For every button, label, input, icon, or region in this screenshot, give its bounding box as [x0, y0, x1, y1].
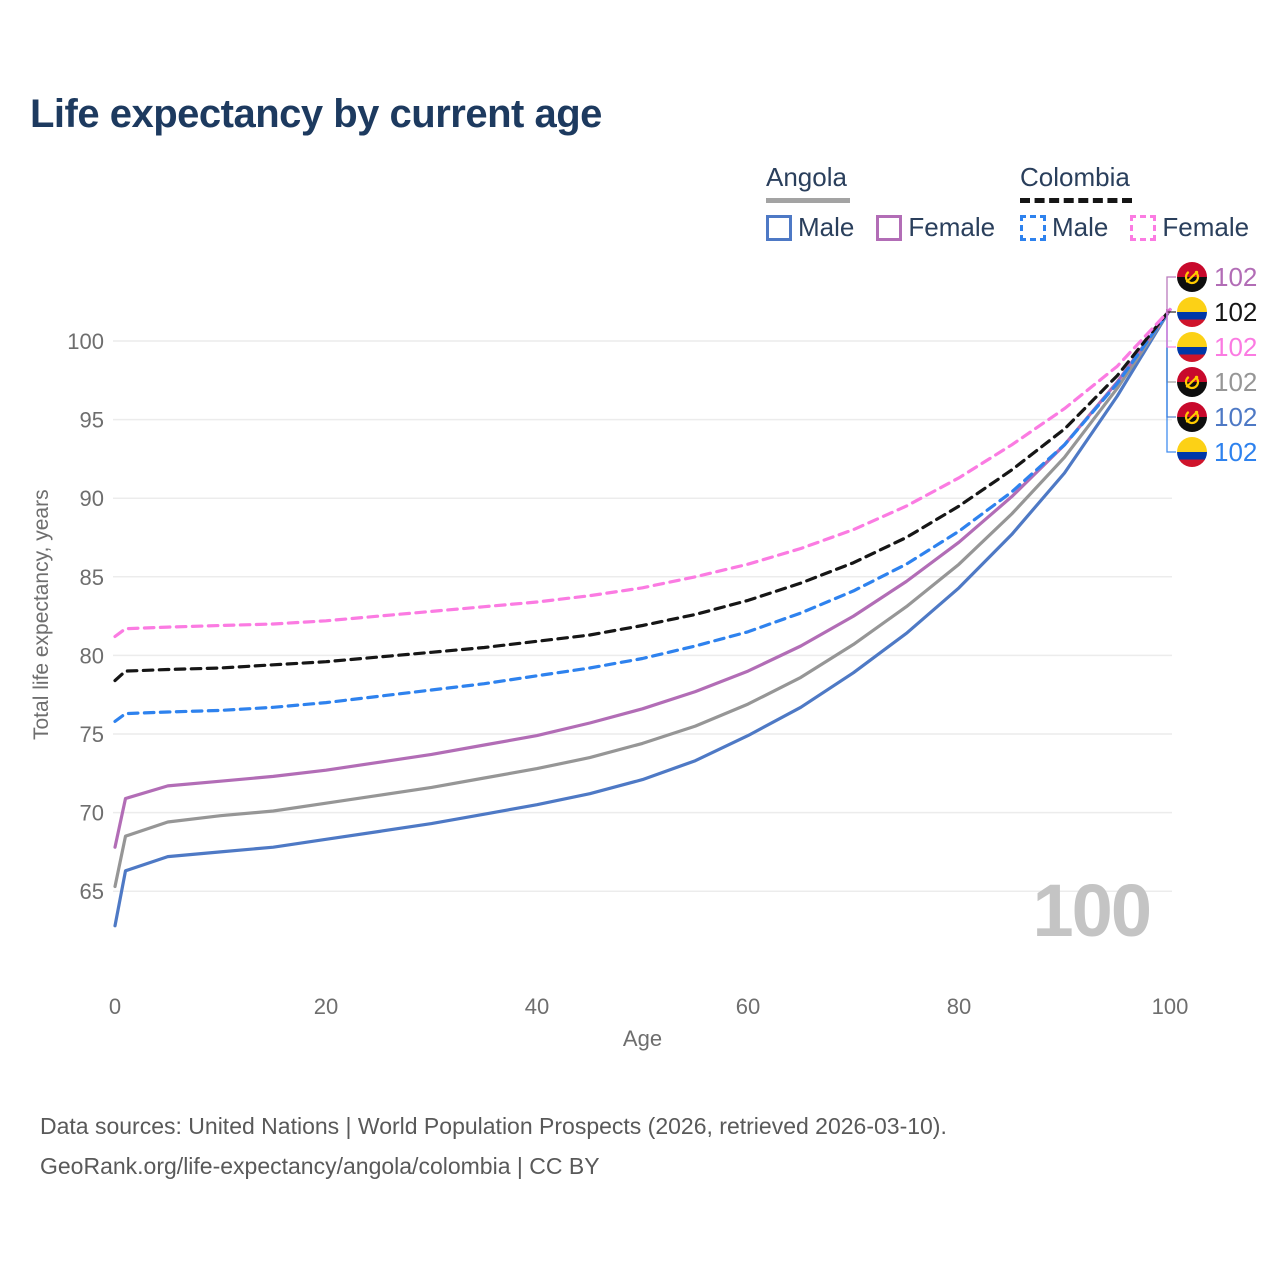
legend-header-angola[interactable]: Angola	[766, 162, 847, 192]
x-tick-label: 60	[736, 994, 760, 1019]
legend-item-label: Female	[908, 212, 996, 242]
footer: Data sources: United Nations | World Pop…	[40, 1106, 947, 1186]
x-tick-label: 100	[1152, 994, 1189, 1019]
series-line-angola	[113, 308, 1172, 889]
line-swatch-icon	[1020, 214, 1046, 241]
legend-items-angola: Male Female	[766, 212, 995, 243]
y-tick-label: 90	[80, 486, 104, 511]
y-tick-label: 100	[67, 329, 104, 354]
leader-line	[1166, 308, 1176, 418]
legend-items-colombia: Male Female	[1020, 212, 1249, 243]
leader-line	[1166, 276, 1176, 311]
legend-item-angola-male[interactable]: Male	[766, 212, 854, 243]
y-tick-label: 75	[80, 722, 104, 747]
colombia-flag-icon	[1177, 437, 1207, 467]
legend-item-colombia-male[interactable]: Male	[1020, 212, 1108, 243]
page-title: Life expectancy by current age	[30, 92, 602, 136]
x-tick-label: 80	[947, 994, 971, 1019]
legend-underline-angola	[766, 198, 850, 203]
angola-flag-icon	[1177, 367, 1207, 397]
y-axis-title: Total life expectancy, years	[30, 489, 53, 741]
leader-line	[1166, 308, 1176, 348]
x-axis-title: Age	[622, 1026, 663, 1051]
legend-item-label: Male	[1052, 212, 1109, 242]
y-tick-label: 80	[80, 643, 104, 668]
legend-header-colombia[interactable]: Colombia	[1020, 162, 1130, 192]
line-swatch-icon	[876, 214, 903, 241]
footer-attribution-link: GeoRank.org/life-expectancy/angola/colom…	[40, 1153, 600, 1179]
series-end-value-label: 102	[1214, 437, 1257, 467]
x-tick-label: 20	[314, 994, 338, 1019]
x-tick-label: 40	[525, 994, 549, 1019]
series-end-value-label: 102	[1214, 402, 1257, 432]
age-watermark: 100	[1032, 869, 1152, 952]
legend-item-colombia-female[interactable]: Female	[1130, 212, 1249, 243]
y-tick-label: 95	[80, 408, 104, 433]
colombia-flag-icon	[1177, 332, 1207, 362]
y-tick-label: 70	[80, 801, 104, 826]
y-tick-label: 65	[80, 879, 104, 904]
angola-flag-icon	[1177, 402, 1207, 432]
leader-line	[1166, 308, 1176, 383]
series-end-value-label: 102	[1214, 262, 1257, 292]
y-tick-label: 85	[80, 565, 104, 590]
legend-item-angola-female[interactable]: Female	[876, 212, 995, 243]
angola-flag-icon	[1177, 262, 1207, 292]
legend-group-colombia: Colombia Male Female	[1020, 162, 1249, 243]
series-end-value-label: 102	[1214, 297, 1257, 327]
x-tick-label: 0	[109, 994, 121, 1019]
series-end-value-label: 102	[1214, 332, 1257, 362]
line-swatch-icon	[1130, 214, 1157, 241]
series-line-angola-female	[113, 308, 1172, 849]
leader-line	[1166, 308, 1176, 453]
series-line-colombia-female	[113, 308, 1172, 639]
legend-item-label: Female	[1162, 212, 1250, 242]
series-end-value-label: 102	[1214, 367, 1257, 397]
series-line-colombia	[113, 308, 1172, 683]
footer-data-sources: Data sources: United Nations | World Pop…	[40, 1113, 947, 1139]
legend-item-label: Male	[798, 212, 855, 242]
series-line-angola-male	[113, 308, 1172, 928]
colombia-flag-icon	[1177, 297, 1207, 327]
series-line-colombia-male	[113, 308, 1172, 723]
legend-underline-colombia	[1020, 198, 1132, 203]
legend-group-angola: Angola Male Female	[766, 162, 995, 243]
line-swatch-icon	[766, 214, 792, 241]
